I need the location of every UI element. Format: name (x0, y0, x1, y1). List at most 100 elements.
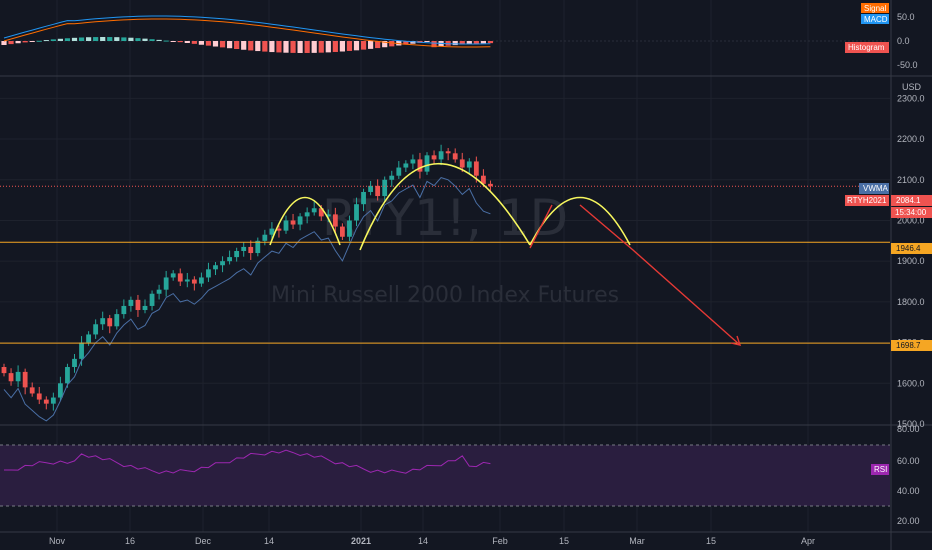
candle-body[interactable] (22, 371, 28, 388)
candle-body[interactable] (488, 183, 493, 187)
candle-body[interactable] (177, 273, 183, 282)
candle-body[interactable] (325, 214, 331, 217)
candle-body[interactable] (347, 220, 352, 237)
time-axis-label: 16 (125, 536, 135, 546)
candle-body[interactable] (50, 397, 56, 404)
vwma-line[interactable] (3, 177, 491, 422)
candle-body[interactable] (191, 279, 197, 284)
time-axis-label: Dec (195, 536, 212, 546)
candle-body[interactable] (417, 159, 423, 172)
price-axis[interactable]: 2300.02200.02100.02000.01900.01800.01700… (897, 12, 925, 526)
candle-body[interactable] (15, 371, 21, 382)
candle-body[interactable] (1, 367, 7, 374)
candle-body[interactable] (255, 240, 261, 254)
candle-body[interactable] (43, 399, 49, 404)
candle-body[interactable] (424, 155, 430, 172)
candle-body[interactable] (199, 277, 204, 284)
rsi-panel[interactable] (0, 444, 890, 507)
candle-body[interactable] (100, 318, 106, 325)
candle-body[interactable] (8, 373, 14, 382)
candle-body[interactable] (36, 393, 42, 400)
candle-body[interactable] (234, 251, 240, 258)
candle-body[interactable] (452, 153, 458, 160)
candle-body[interactable] (389, 175, 395, 180)
candle-body[interactable] (396, 167, 402, 176)
candle-body[interactable] (227, 257, 232, 262)
candle-body[interactable] (459, 159, 465, 168)
candle-body[interactable] (283, 220, 289, 231)
macd-axis-label: 50.0 (897, 12, 915, 22)
candle-body[interactable] (29, 387, 35, 394)
candle-body[interactable] (445, 151, 451, 154)
candle-body[interactable] (410, 159, 416, 164)
candle-body[interactable] (184, 279, 190, 282)
macd-histogram-bar (424, 41, 430, 43)
candle-body[interactable] (368, 185, 373, 192)
candle-body[interactable] (93, 324, 99, 335)
candle-body[interactable] (403, 163, 409, 168)
candle-body[interactable] (318, 208, 324, 217)
candle-body[interactable] (163, 277, 169, 290)
macd-histogram-bar (241, 41, 247, 50)
candle-body[interactable] (332, 214, 338, 227)
pattern-arc[interactable] (269, 196, 341, 246)
candle-body[interactable] (481, 175, 486, 184)
macd-histogram-bar (29, 41, 35, 42)
candle-body[interactable] (107, 318, 113, 327)
candle-body[interactable] (431, 155, 437, 160)
candle-body[interactable] (220, 261, 225, 266)
candle-body[interactable] (213, 265, 218, 270)
macd-histogram-bar (22, 41, 28, 43)
candle-body[interactable] (382, 179, 388, 197)
support-level-badge (891, 243, 932, 254)
candle-body[interactable] (170, 273, 176, 278)
macd-badge-label: MACD (864, 15, 888, 24)
candle-body[interactable] (297, 216, 303, 225)
macd-histogram-bar (121, 37, 127, 41)
candle-body[interactable] (466, 161, 472, 168)
candle-body[interactable] (361, 191, 366, 205)
candle-body[interactable] (269, 228, 275, 235)
projection-arrow[interactable] (529, 204, 553, 249)
candle-body[interactable] (86, 334, 91, 343)
arrow-head[interactable] (730, 335, 742, 346)
candle-body[interactable] (65, 367, 70, 384)
candle-body[interactable] (473, 161, 479, 176)
macd-panel[interactable] (0, 15, 890, 53)
signal-line[interactable] (3, 18, 491, 48)
candle-body[interactable] (340, 226, 345, 237)
candle-body[interactable] (79, 342, 84, 359)
projection-arrow[interactable] (579, 204, 741, 346)
macd-histogram-bar (346, 41, 353, 51)
countdown-badge (891, 207, 932, 218)
candle-body[interactable] (149, 293, 155, 306)
candle-body[interactable] (142, 305, 148, 311)
candle-body[interactable] (135, 299, 141, 311)
candle-body[interactable] (114, 314, 120, 327)
candle-body[interactable] (121, 305, 127, 315)
currency-label: USD (902, 82, 922, 92)
candle-body[interactable] (304, 212, 310, 217)
time-axis[interactable]: Nov 16 Dec 14 2021 14 Feb 15 Mar 15 Apr (49, 536, 815, 546)
macd-histogram-bar (8, 41, 14, 45)
candle-body[interactable] (72, 358, 77, 368)
candle-body[interactable] (276, 228, 282, 231)
price-panel[interactable] (0, 144, 890, 422)
candle-body[interactable] (241, 246, 247, 251)
candle-body[interactable] (206, 269, 211, 278)
rsi-line[interactable] (4, 449, 491, 475)
macd-line[interactable] (3, 15, 491, 45)
candle-body[interactable] (438, 151, 444, 160)
candle-body[interactable] (248, 246, 254, 254)
pattern-arc[interactable] (359, 162, 531, 251)
signal-badge (861, 3, 889, 13)
candle-body[interactable] (262, 234, 268, 241)
candle-body[interactable] (156, 289, 162, 294)
candle-body[interactable] (58, 383, 63, 398)
candle-body[interactable] (128, 299, 134, 306)
candle-body[interactable] (290, 220, 296, 225)
candle-body[interactable] (311, 208, 317, 213)
candle-body[interactable] (354, 204, 359, 221)
candle-body[interactable] (375, 185, 381, 197)
